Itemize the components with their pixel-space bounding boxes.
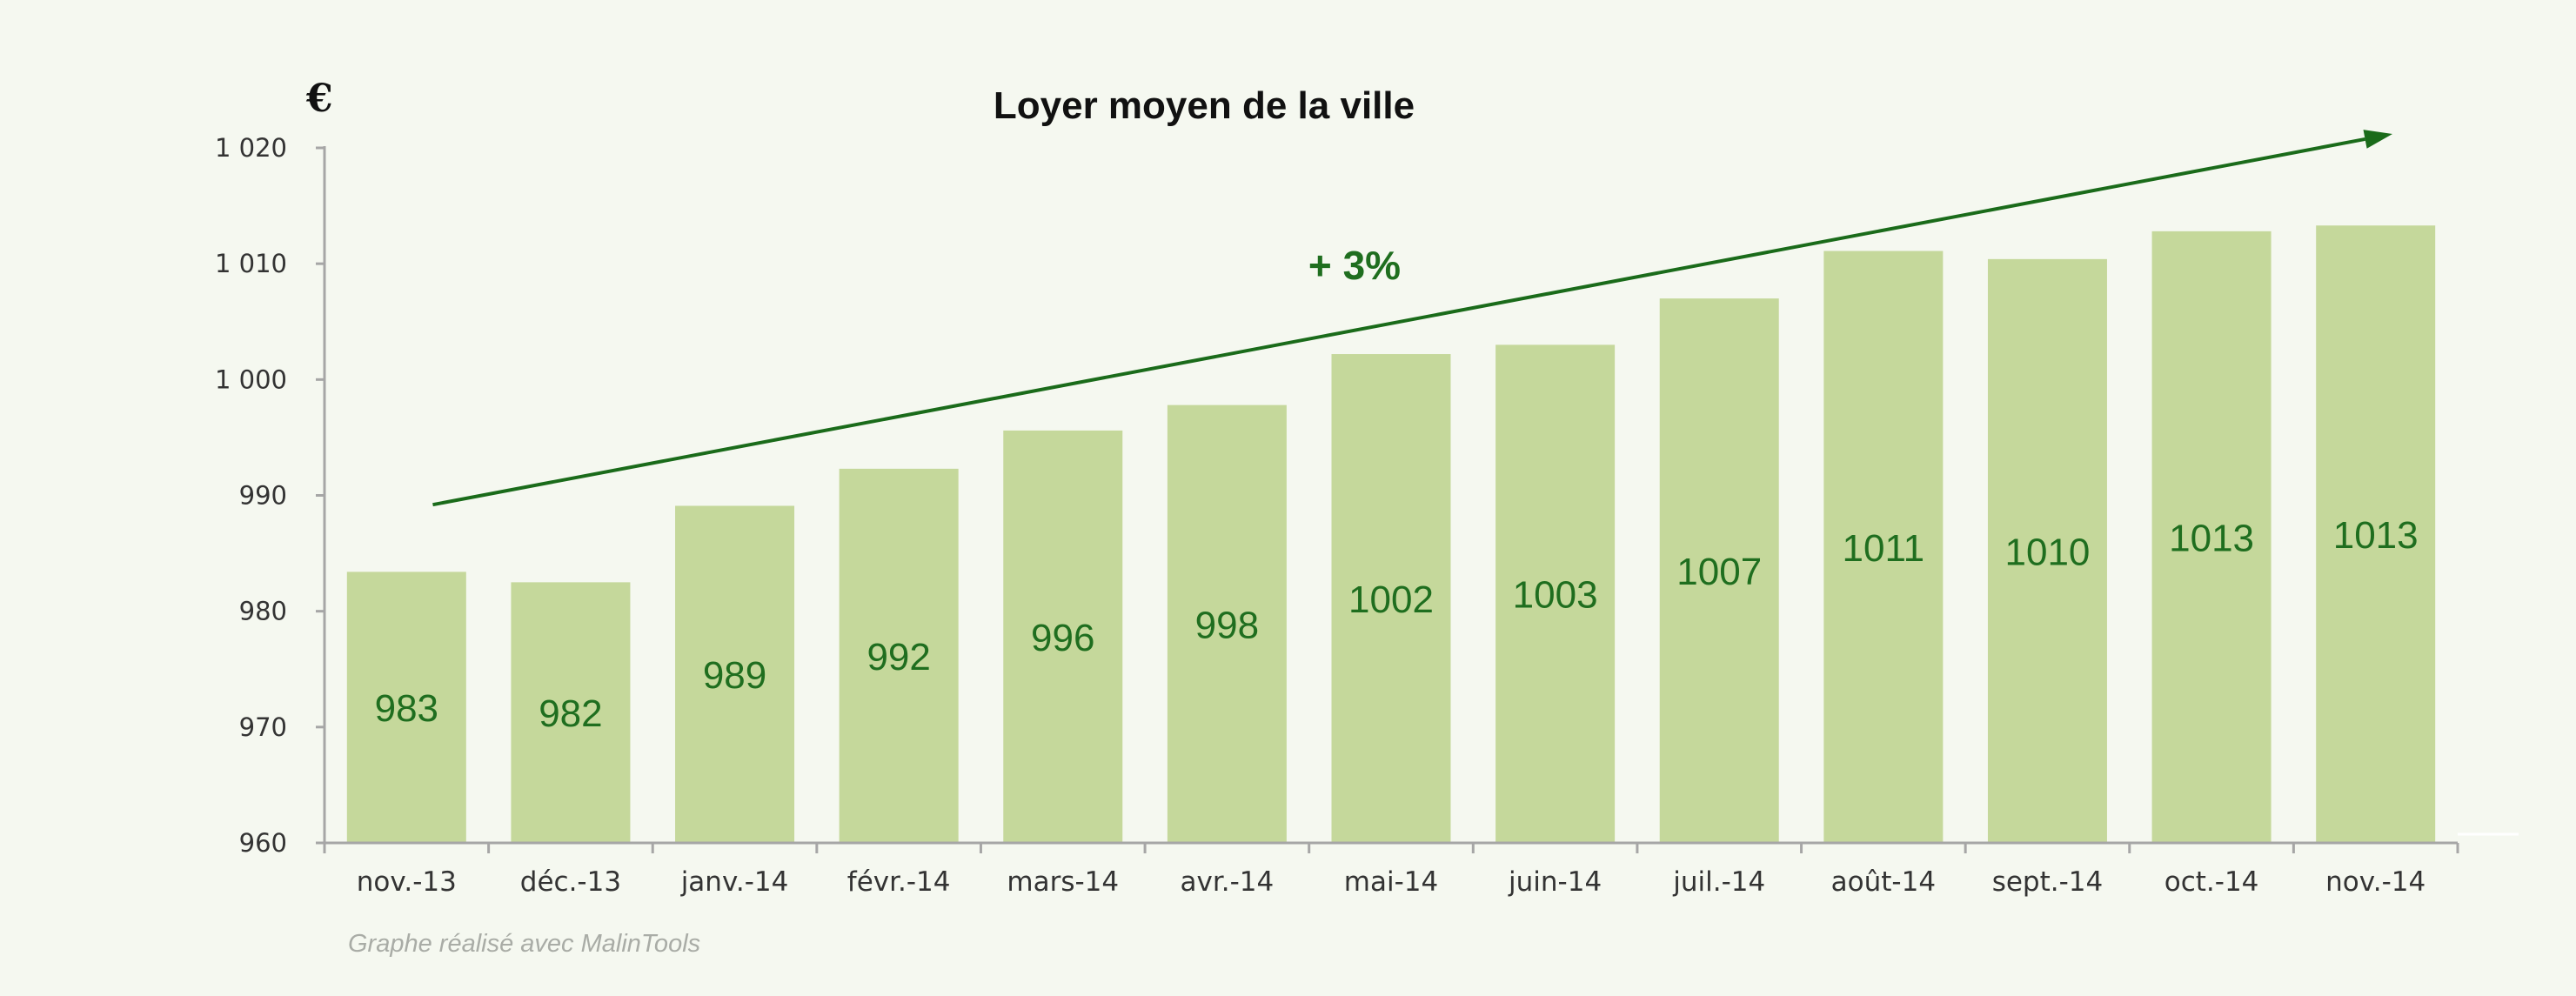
y-tick-label: 1 010 (215, 249, 287, 278)
bar (839, 468, 959, 843)
bar-value-label: 983 (375, 687, 438, 730)
bar-value-label: 1007 (1676, 551, 1762, 593)
x-tick-label: sept.-14 (1992, 866, 2104, 898)
chart-title: Loyer moyen de la ville (994, 84, 1415, 127)
bar (2316, 225, 2436, 843)
x-tick-label: juin-14 (1508, 866, 1602, 898)
trend-line (432, 137, 2365, 507)
x-tick-label: avr.-14 (1181, 866, 1275, 898)
y-axis: 960 970 980 990 1 000 1 010 1 020 (215, 133, 326, 858)
y-tick-label: 980 (239, 597, 287, 626)
bar-value-label: 1002 (1348, 578, 1434, 621)
y-tick-label: 970 (239, 712, 287, 742)
bars: 983 982 989 992 996 998 1002 1003 1007 1011 1010 10… (346, 225, 2436, 844)
y-tick-label: 990 (239, 481, 287, 511)
bar-value-label: 998 (1195, 604, 1259, 646)
x-tick-label: août-14 (1831, 866, 1936, 898)
y-tick-label: 960 (239, 828, 287, 858)
bar (2151, 231, 2272, 843)
bar (675, 505, 795, 843)
x-tick-label: nov.-14 (2325, 866, 2425, 898)
bar-value-label: 992 (866, 636, 930, 678)
bar-value-label: 996 (1031, 617, 1094, 659)
bar-value-label: 1011 (1843, 527, 1925, 570)
bar (1659, 298, 1779, 843)
bar-value-label: 989 (703, 654, 766, 697)
x-tick-label: mai-14 (1344, 866, 1438, 898)
x-tick-label: déc.-13 (520, 866, 621, 898)
bar-value-label: 982 (539, 692, 602, 735)
chart-credit: Graphe réalisé avec MalinTools (348, 930, 700, 958)
bar (511, 582, 631, 843)
x-tick-label: nov.-13 (357, 866, 457, 898)
y-axis-unit: € (305, 77, 333, 121)
trend: + 3% (432, 130, 2392, 507)
x-tick-label: mars-14 (1007, 866, 1119, 898)
x-tick-label: févr.-14 (847, 866, 951, 898)
trend-label: + 3% (1308, 243, 1401, 288)
y-tick-label: 1 020 (215, 133, 287, 163)
bar (1987, 258, 2107, 844)
x-tick-label: janv.-14 (680, 866, 789, 898)
bar (1331, 354, 1451, 844)
y-tick-label: 1 000 (215, 364, 287, 394)
trend-arrowhead (2363, 130, 2392, 149)
bar (1495, 344, 1616, 844)
bar (1167, 404, 1287, 843)
bar (346, 572, 466, 843)
bar-value-label: 1010 (2005, 531, 2091, 573)
x-axis: nov.-13 déc.-13 janv.-14 févr.-14 mars-14 avr… (323, 832, 2519, 898)
bar (1823, 251, 1944, 844)
x-tick-label: juil.-14 (1672, 866, 1765, 898)
bar (1003, 430, 1123, 843)
x-tick-label: oct.-14 (2165, 866, 2259, 898)
bar-value-label: 1003 (1513, 574, 1598, 617)
bar-value-label: 1013 (2169, 517, 2254, 559)
bar-value-label: 1013 (2333, 514, 2419, 557)
